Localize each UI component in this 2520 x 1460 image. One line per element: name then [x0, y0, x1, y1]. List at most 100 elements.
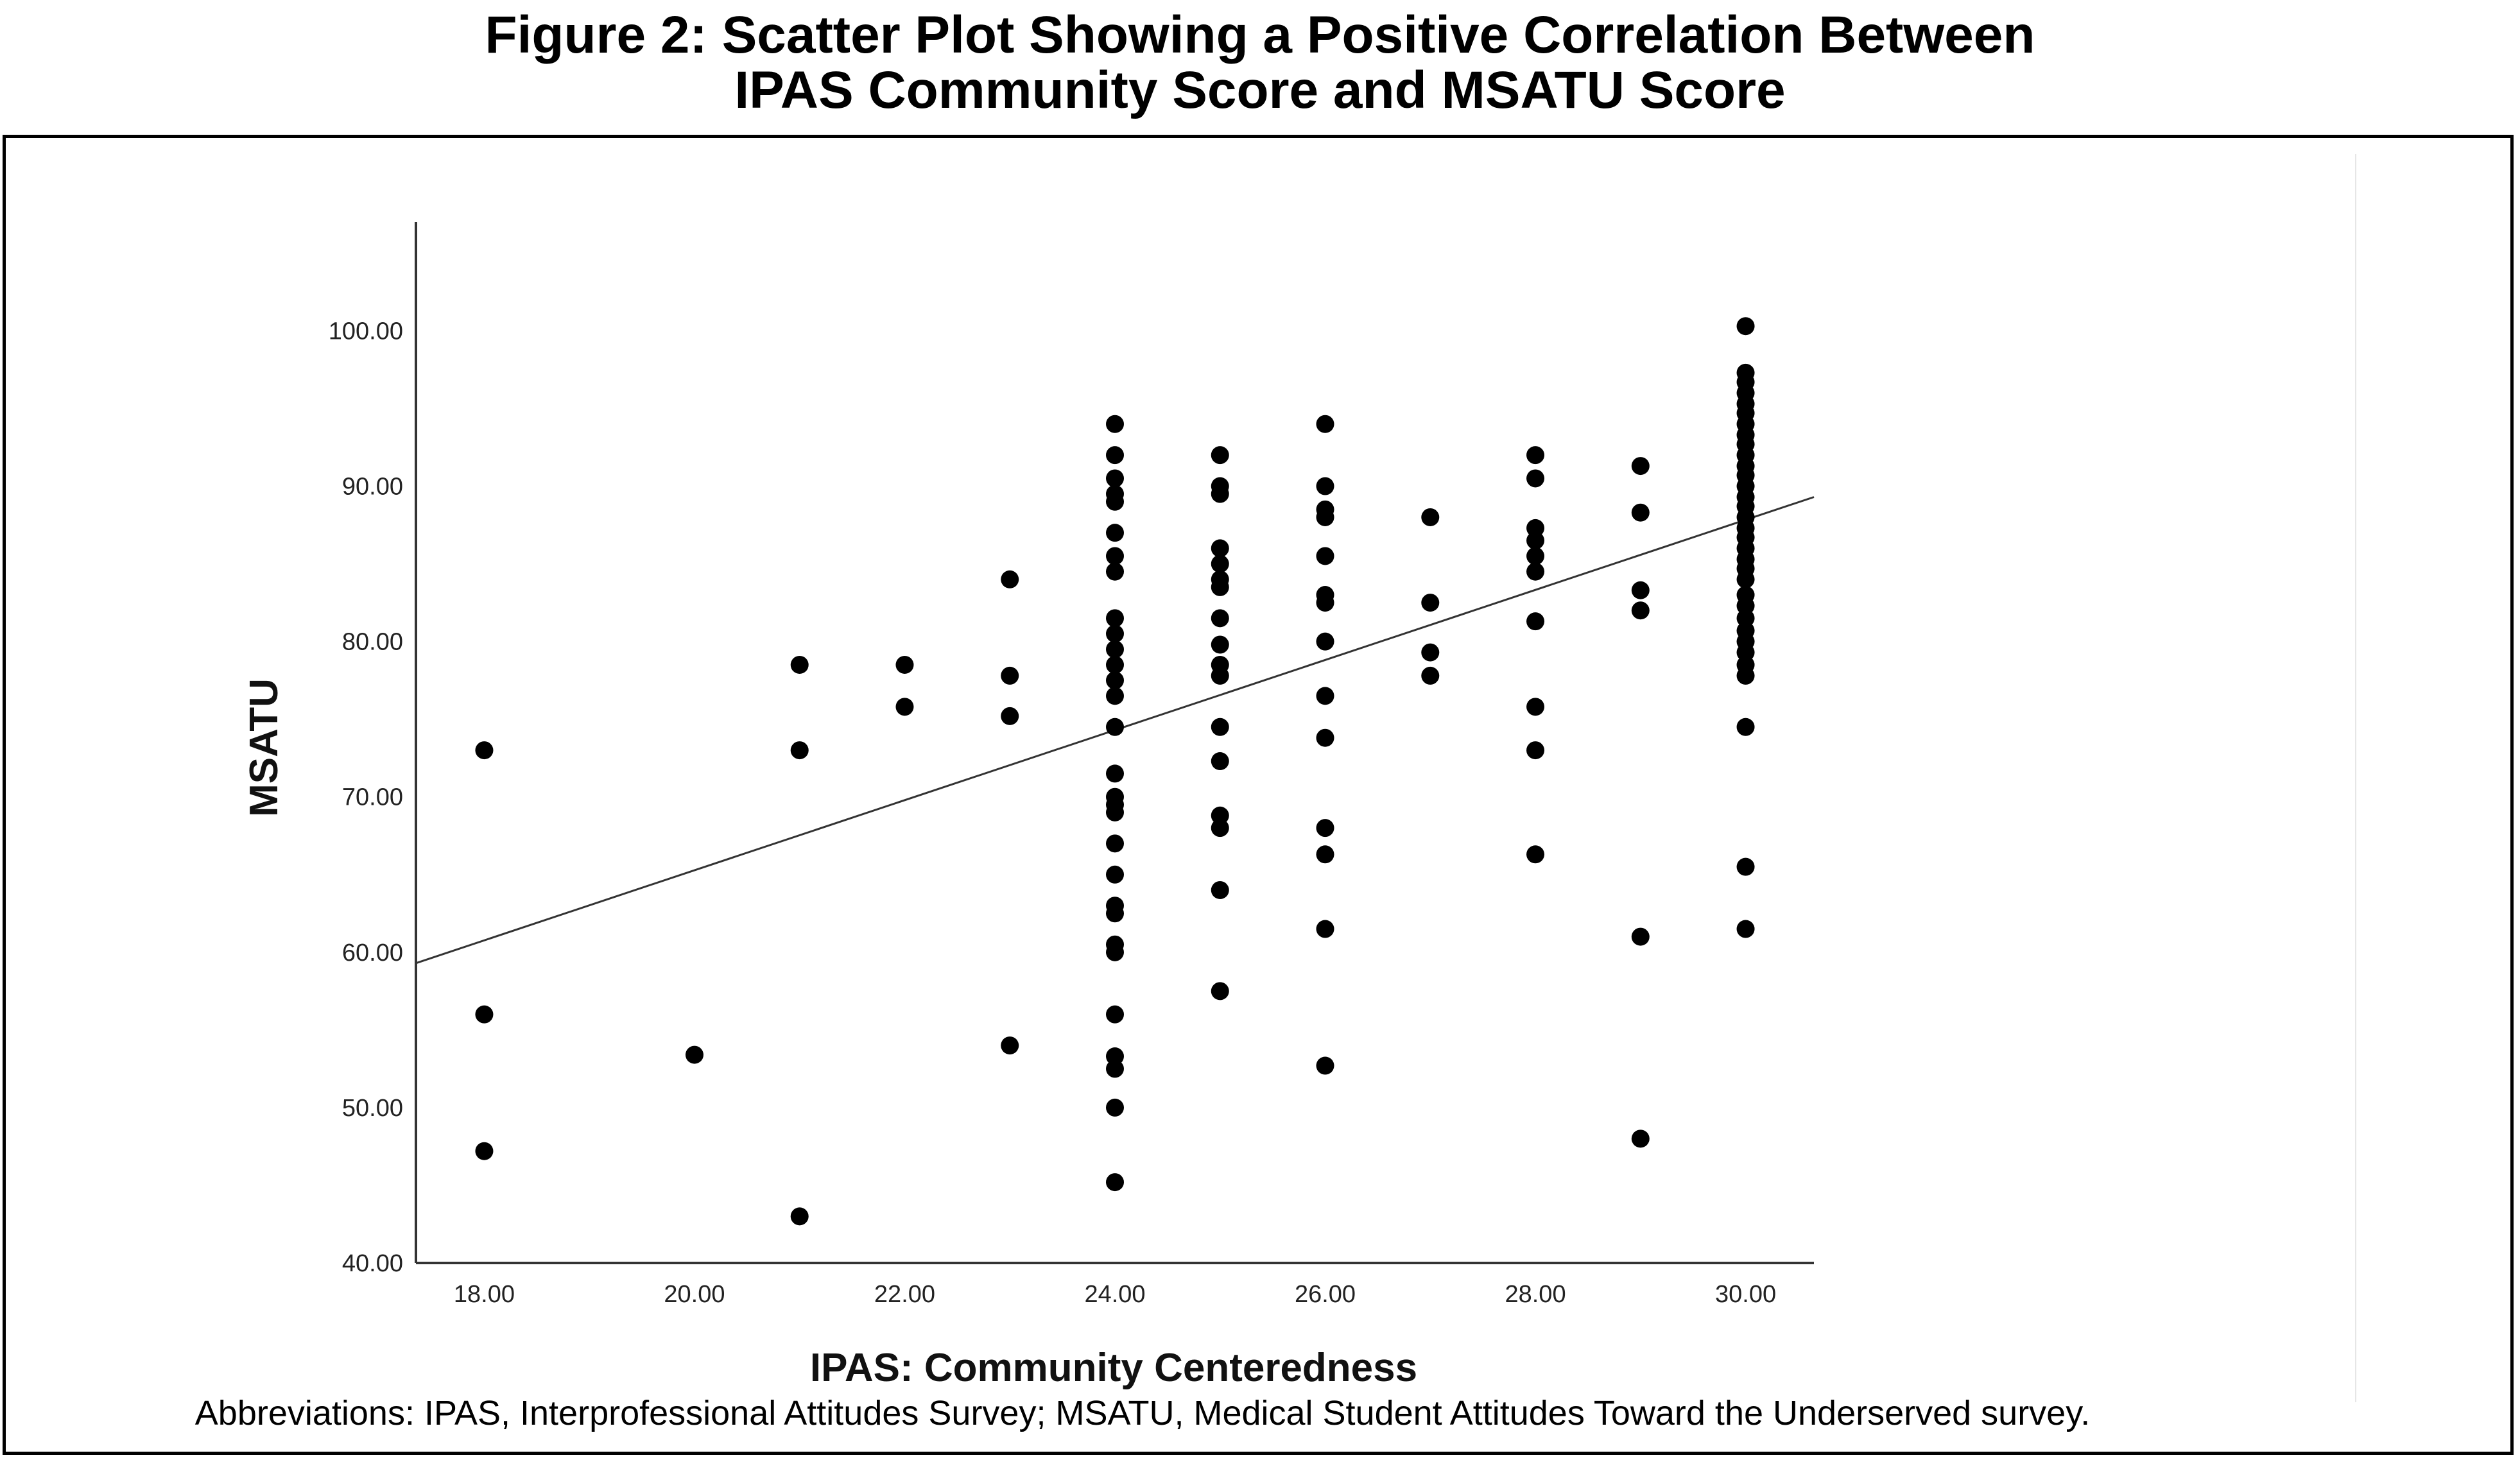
data-point: [1106, 904, 1124, 923]
y-axis-ticks: 40.00 50.00 60.00 70.00 80.00 90.00 100.00: [329, 318, 403, 1277]
data-point: [475, 741, 494, 760]
data-point: [1526, 612, 1545, 631]
data-point: [1211, 752, 1229, 771]
figure-title-line-1: Figure 2: Scatter Plot Showing a Positiv…: [485, 6, 2035, 64]
data-point: [1106, 1047, 1124, 1066]
data-point: [1106, 1060, 1124, 1078]
data-point: [1211, 485, 1229, 503]
data-point: [1106, 764, 1124, 783]
data-point: [1106, 469, 1124, 488]
x-tick-label: 26.00: [1295, 1281, 1356, 1308]
data-point: [1211, 578, 1229, 596]
y-tick-label: 60.00: [342, 940, 403, 966]
axes: [415, 222, 1814, 1264]
data-point: [1211, 539, 1229, 558]
data-point: [1001, 707, 1019, 725]
data-point: [895, 698, 914, 716]
data-point: [1211, 982, 1229, 1001]
data-point: [1421, 594, 1440, 612]
data-point: [790, 1207, 809, 1226]
data-point: [1106, 1005, 1124, 1024]
frame-divider: [2355, 154, 2356, 1402]
data-point: [1001, 570, 1019, 588]
data-point: [1106, 671, 1124, 690]
data-point: [790, 741, 809, 760]
data-point: [1736, 609, 1755, 628]
data-point: [1106, 803, 1124, 821]
data-point: [1106, 865, 1124, 884]
data-point: [1211, 880, 1229, 899]
data-point: [1316, 728, 1334, 747]
x-tick-label: 30.00: [1715, 1281, 1776, 1308]
data-point: [1631, 927, 1650, 946]
figure-title: Figure 2: Scatter Plot Showing a Positiv…: [0, 8, 2520, 118]
y-tick-label: 90.00: [342, 474, 403, 501]
data-point: [1526, 531, 1545, 550]
x-axis-ticks: 18.00 20.00 22.00 24.00 26.00 28.00 30.00: [454, 1281, 1776, 1308]
data-point: [1106, 415, 1124, 433]
data-point: [1631, 1129, 1650, 1148]
data-point: [1106, 1098, 1124, 1117]
x-tick-label: 18.00: [454, 1281, 515, 1308]
data-point: [1001, 1036, 1019, 1055]
data-point: [1421, 666, 1440, 685]
data-point: [1316, 687, 1334, 705]
data-point: [1421, 643, 1440, 662]
data-point: [1211, 819, 1229, 837]
data-point: [1106, 524, 1124, 542]
data-point: [1316, 415, 1334, 433]
data-point: [1316, 819, 1334, 837]
data-point: [1001, 666, 1019, 685]
data-point: [1631, 457, 1650, 476]
data-point: [1211, 635, 1229, 654]
data-point: [1106, 687, 1124, 705]
figure-title-line-2: IPAS Community Score and MSATU Score: [734, 61, 1786, 119]
data-point: [1526, 741, 1545, 760]
data-point: [1736, 570, 1755, 588]
data-point: [1316, 920, 1334, 938]
x-axis-title: IPAS: Community Centeredness: [810, 1346, 1417, 1390]
data-point: [1316, 547, 1334, 565]
data-point: [1736, 596, 1755, 615]
data-point: [685, 1045, 703, 1064]
data-point: [1211, 666, 1229, 685]
data-point: [1106, 446, 1124, 465]
data-point: [475, 1005, 494, 1024]
data-point: [1106, 609, 1124, 628]
data-point: [1106, 640, 1124, 658]
x-tick-label: 28.00: [1505, 1281, 1566, 1308]
data-point: [1526, 469, 1545, 488]
data-point: [1316, 594, 1334, 612]
data-point: [1106, 1173, 1124, 1192]
data-point: [1106, 943, 1124, 961]
y-axis-title: MSATU: [242, 678, 286, 817]
data-point: [1106, 547, 1124, 565]
data-point: [1211, 609, 1229, 628]
data-point: [1736, 920, 1755, 938]
data-point: [1526, 698, 1545, 716]
y-tick-label: 50.00: [342, 1095, 403, 1122]
data-point: [1106, 562, 1124, 581]
data-point: [1316, 477, 1334, 495]
data-point: [1106, 492, 1124, 511]
data-point: [1211, 806, 1229, 825]
data-point: [1736, 857, 1755, 876]
data-point: [1316, 508, 1334, 526]
data-point: [1316, 632, 1334, 651]
data-point: [1736, 717, 1755, 736]
data-point: [1211, 554, 1229, 573]
data-point: [790, 655, 809, 674]
x-tick-label: 20.00: [664, 1281, 725, 1308]
y-tick-label: 40.00: [342, 1250, 403, 1277]
data-point: [1421, 508, 1440, 526]
data-point: [475, 1142, 494, 1160]
data-point: [1736, 643, 1755, 662]
data-point: [1106, 717, 1124, 736]
data-point: [1736, 317, 1755, 336]
data-point: [1316, 845, 1334, 864]
x-tick-label: 22.00: [874, 1281, 935, 1308]
abbreviations-note: Abbreviations: IPAS, Interprofessional A…: [194, 1394, 2091, 1432]
x-tick-label: 24.00: [1084, 1281, 1145, 1308]
data-point: [1526, 845, 1545, 864]
